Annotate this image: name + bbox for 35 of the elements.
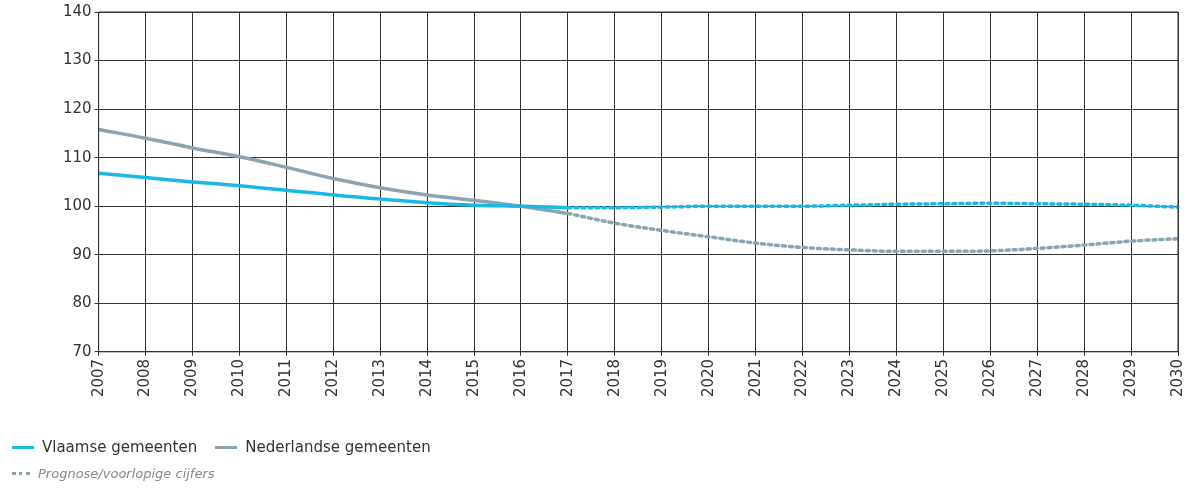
x-tick-label: 2015 <box>463 358 482 398</box>
x-tick-label: 2020 <box>698 358 717 398</box>
x-tick-label: 2021 <box>745 358 764 398</box>
x-tick-label: 2026 <box>980 358 999 398</box>
x-tick-label: 2018 <box>604 358 623 398</box>
x-tick-label: 2011 <box>276 358 295 398</box>
x-tick-label: 2013 <box>370 358 389 398</box>
y-tick-label: 70 <box>72 341 92 360</box>
y-tick-label: 100 <box>62 196 92 215</box>
text: Prognose/voorlopige cijfers <box>38 466 215 481</box>
legend-label: Vlaamse gemeenten <box>42 438 198 456</box>
x-tick-label: 2017 <box>557 358 576 398</box>
x-tick-label: 2014 <box>417 358 436 398</box>
y-tick-label: 80 <box>72 293 92 312</box>
x-tick-label: 2008 <box>135 358 154 398</box>
x-tick-label: 2022 <box>792 358 811 398</box>
y-tick-label: 90 <box>72 244 92 263</box>
y-tick-label: 110 <box>62 147 92 166</box>
x-tick-label: 2030 <box>1167 358 1186 398</box>
x-tick-label: 2016 <box>510 358 529 398</box>
x-tick-label: 2027 <box>1027 358 1046 398</box>
x-tick-label: 2028 <box>1074 358 1093 398</box>
x-tick-label: 2025 <box>933 358 952 398</box>
x-tick-label: 2029 <box>1120 358 1139 398</box>
x-tick-label: 2010 <box>229 358 248 398</box>
x-tick-label: 2023 <box>839 358 858 398</box>
x-tick-label: 2007 <box>88 358 107 398</box>
x-tick-label: 2009 <box>182 358 201 398</box>
x-tick-label: 2024 <box>886 358 905 398</box>
x-tick-label: 2012 <box>323 358 342 398</box>
y-tick-label: 130 <box>62 50 92 69</box>
y-tick-label: 120 <box>62 98 92 117</box>
legend-label: Nederlandse gemeenten <box>245 438 431 456</box>
y-tick-label: 140 <box>62 1 92 20</box>
x-tick-label: 2019 <box>651 358 670 398</box>
